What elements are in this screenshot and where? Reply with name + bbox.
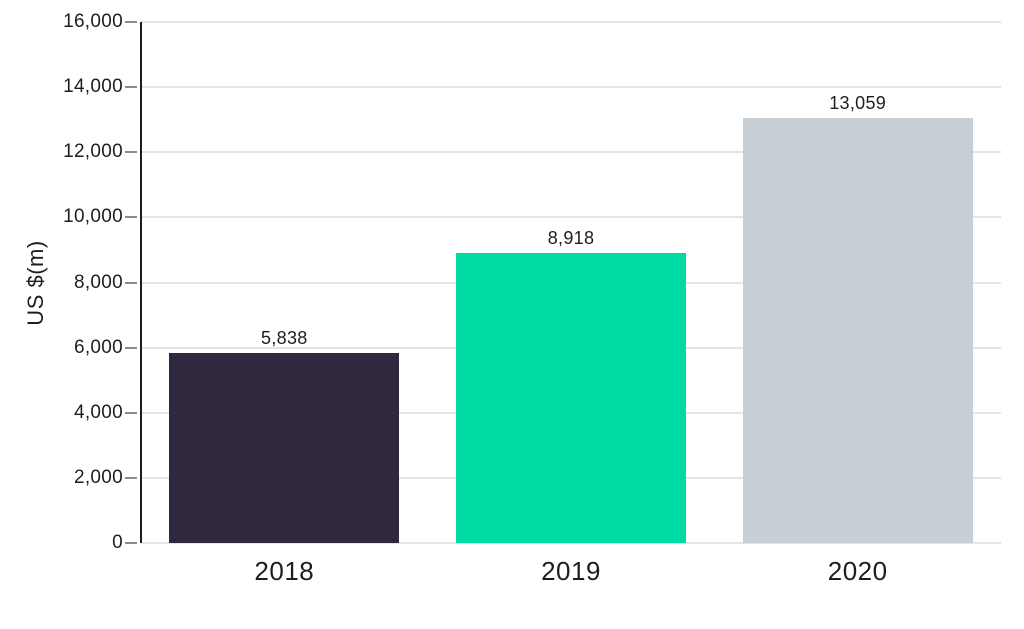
y-axis-tick: [125, 21, 137, 23]
y-axis-tick: [125, 281, 137, 284]
bar-value-label-2019: 8,918: [547, 227, 595, 248]
y-axis-tick: [125, 151, 137, 154]
y-axis-line: [140, 22, 142, 543]
gridline-10000: [141, 216, 1001, 219]
y-axis-title: US $(m): [23, 240, 48, 326]
plot-area: 0 2,000 4,000 6,000 8,000 10,000 12,000 14,000 1…: [63, 11, 1001, 586]
bar-value-label-2018: 5,838: [261, 327, 308, 348]
y-axis-tick-label: 2,000: [73, 466, 123, 488]
y-axis-tick-label: 10,000: [63, 206, 123, 228]
y-axis-tick-label: 14,000: [63, 76, 123, 98]
y-axis-tick-label: 8,000: [73, 271, 123, 293]
y-axis-tick-label: 16,000: [63, 11, 123, 32]
bar-2019: [456, 252, 686, 543]
y-axis-tick-label: 12,000: [63, 141, 123, 163]
gridline-16000: [141, 21, 1001, 23]
gridline-0: [141, 542, 1001, 544]
y-axis-tick: [125, 216, 137, 219]
gridline-14000: [141, 86, 1001, 89]
gridline-12000: [141, 151, 1001, 154]
y-axis-tick-label: 0: [112, 532, 123, 553]
y-axis-tick-label: 6,000: [73, 336, 123, 358]
bar-value-label-2020: 13,059: [829, 92, 887, 113]
y-axis-tick: [125, 86, 137, 89]
x-axis-label-2019: 2019: [541, 556, 601, 586]
bar-2020: [742, 117, 973, 543]
y-axis-tick: [125, 411, 137, 414]
x-axis-label-2020: 2020: [827, 556, 888, 586]
y-axis-tick: [125, 476, 137, 479]
bar-2018: [169, 352, 400, 543]
x-axis-label-2018: 2018: [254, 556, 315, 586]
y-axis-tick: [125, 346, 137, 349]
y-axis-tick: [125, 542, 137, 544]
y-axis-tick-label: 4,000: [73, 401, 123, 423]
